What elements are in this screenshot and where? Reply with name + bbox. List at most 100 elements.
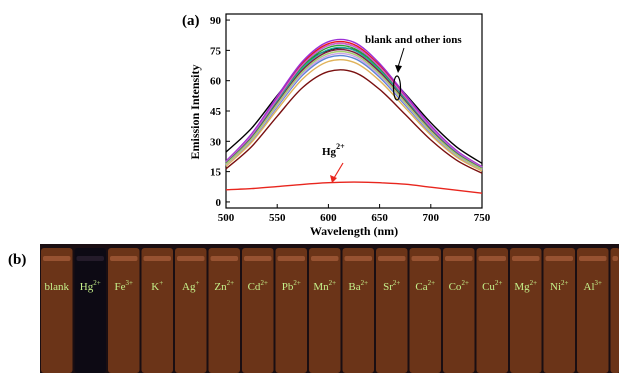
panel-a-label: (a)	[182, 13, 200, 29]
vial-meniscus-0	[43, 256, 71, 261]
panel-b-label: (b)	[8, 252, 26, 268]
vial-body-6	[242, 248, 274, 373]
vial-body-9	[342, 248, 374, 373]
vial-body-15	[543, 248, 575, 373]
ion-label-10: Sr2+	[383, 279, 400, 293]
y-axis-label: Emission Intensity	[188, 64, 202, 159]
vial-body-11	[409, 248, 441, 373]
series-line-5	[225, 42, 483, 168]
vial-body-2	[108, 248, 140, 373]
ion-label-11: Ca2+	[415, 279, 435, 293]
y-tick-label-5: 75	[210, 45, 222, 57]
vial-body-3	[141, 248, 173, 373]
vial-meniscus-6	[244, 256, 272, 261]
vial-meniscus-8	[311, 256, 339, 261]
x-tick-label-1: 550	[269, 212, 286, 224]
vial-meniscus-14	[512, 256, 540, 261]
x-tick-label-0: 500	[218, 212, 235, 224]
vial-meniscus-10	[378, 256, 406, 261]
vial-8: Mn2+	[309, 248, 341, 373]
vial-12: Co2+	[443, 248, 475, 373]
vial-body-13	[476, 248, 508, 373]
series-line-10	[225, 58, 483, 172]
ion-label-13: Cu2+	[482, 279, 502, 293]
vial-meniscus-17	[612, 256, 618, 261]
ion-label-7: Pb2+	[282, 279, 301, 293]
annotation-arrowhead-hg	[330, 175, 337, 183]
ion-label-12: Co2+	[449, 279, 469, 293]
ion-label-9: Ba2+	[348, 279, 368, 293]
vial-body-12	[443, 248, 475, 373]
y-tick-label-6: 90	[210, 15, 222, 27]
ion-label-3: K+	[151, 279, 163, 293]
series-line-13	[225, 69, 483, 174]
y-tick-label-2: 30	[210, 136, 222, 148]
annotation-arrow-hg	[333, 162, 344, 179]
y-tick-label-4: 60	[210, 76, 222, 88]
vial-9: Ba2+	[342, 248, 374, 373]
vial-body-0	[41, 248, 73, 373]
vial-meniscus-5	[210, 256, 238, 261]
vial-meniscus-1	[76, 256, 104, 261]
ion-label-1: Hg2+	[80, 279, 101, 293]
ion-label-4: Ag+	[182, 279, 199, 293]
vial-meniscus-3	[143, 256, 171, 261]
vial-1: Hg2+	[74, 248, 106, 373]
annotation-blank-other-ions: blank and other ions	[365, 34, 462, 46]
ion-label-16: Al3+	[584, 279, 603, 293]
x-tick-label-2: 600	[320, 212, 337, 224]
y-tick-label-3: 45	[210, 106, 222, 118]
annotation-hg: Hg2+	[322, 142, 345, 158]
vial-14: Mg2+	[510, 248, 542, 373]
vial-body-4	[175, 248, 207, 373]
vial-10: Sr2+	[376, 248, 408, 373]
x-tick-label-3: 650	[371, 212, 388, 224]
ion-label-2: Fe3+	[115, 279, 134, 293]
vial-meniscus-11	[411, 256, 439, 261]
vial-meniscus-15	[545, 256, 573, 261]
x-tick-label-4: 700	[423, 212, 440, 224]
series-line-12	[225, 50, 483, 170]
vial-meniscus-2	[110, 256, 138, 261]
vial-7: Pb2+	[275, 248, 307, 373]
vial-3: K+	[141, 248, 173, 373]
vial-meniscus-7	[277, 256, 305, 261]
vial-15: Ni2+	[543, 248, 575, 373]
vial-body-17	[610, 248, 619, 373]
vial-13: Cu2+	[476, 248, 508, 373]
vial-16: Al3+	[577, 248, 609, 373]
y-tick-label-0: 0	[216, 197, 222, 209]
vial-meniscus-4	[177, 256, 205, 261]
vial-meniscus-16	[579, 256, 607, 261]
series-group	[225, 38, 483, 194]
ion-label-0: blank	[45, 281, 70, 293]
x-axis-ticks: 500 550 600 650 700 750	[218, 204, 491, 224]
ion-label-15: Ni2+	[550, 279, 569, 293]
vial-body-8	[309, 248, 341, 373]
series-line-1	[225, 40, 483, 168]
series-line-14	[225, 181, 483, 194]
vial-meniscus-12	[445, 256, 473, 261]
vial-5: Zn2+	[208, 248, 240, 373]
y-axis-ticks: 0 15 30 45 60 75 90	[210, 15, 230, 209]
x-tick-label-5: 750	[474, 212, 491, 224]
vial-11: Ca2+	[409, 248, 441, 373]
vial-meniscus-9	[344, 256, 372, 261]
series-line-4	[225, 38, 483, 168]
vial-body-5	[208, 248, 240, 373]
x-axis-label: Wavelength (nm)	[310, 224, 398, 238]
ion-label-14: Mg2+	[514, 279, 537, 293]
vial-0: blank	[41, 248, 73, 373]
vial-2: Fe3+	[108, 248, 140, 373]
ion-label-8: Mn2+	[313, 279, 336, 293]
series-line-3	[225, 44, 483, 169]
panel-a-spectrum-chart: (a) 500 550 600 650 700 750 0 15 30 45 60 75 90 Wav…	[182, 13, 491, 238]
panel-b-vial-photo: (b) blank Hg2+ Fe3+ K+ Ag+ Zn2+ Cd2+ Pb2+ Mn2+ Ba…	[8, 244, 619, 373]
vial-17: Cr	[610, 248, 619, 373]
vials-group: blank Hg2+ Fe3+ K+ Ag+ Zn2+ Cd2+ Pb2+ Mn2+ Ba2+ Sr…	[41, 248, 619, 373]
ion-label-6: Cd2+	[248, 279, 268, 293]
vial-body-14	[510, 248, 542, 373]
vial-meniscus-13	[478, 256, 506, 261]
vial-body-10	[376, 248, 408, 373]
